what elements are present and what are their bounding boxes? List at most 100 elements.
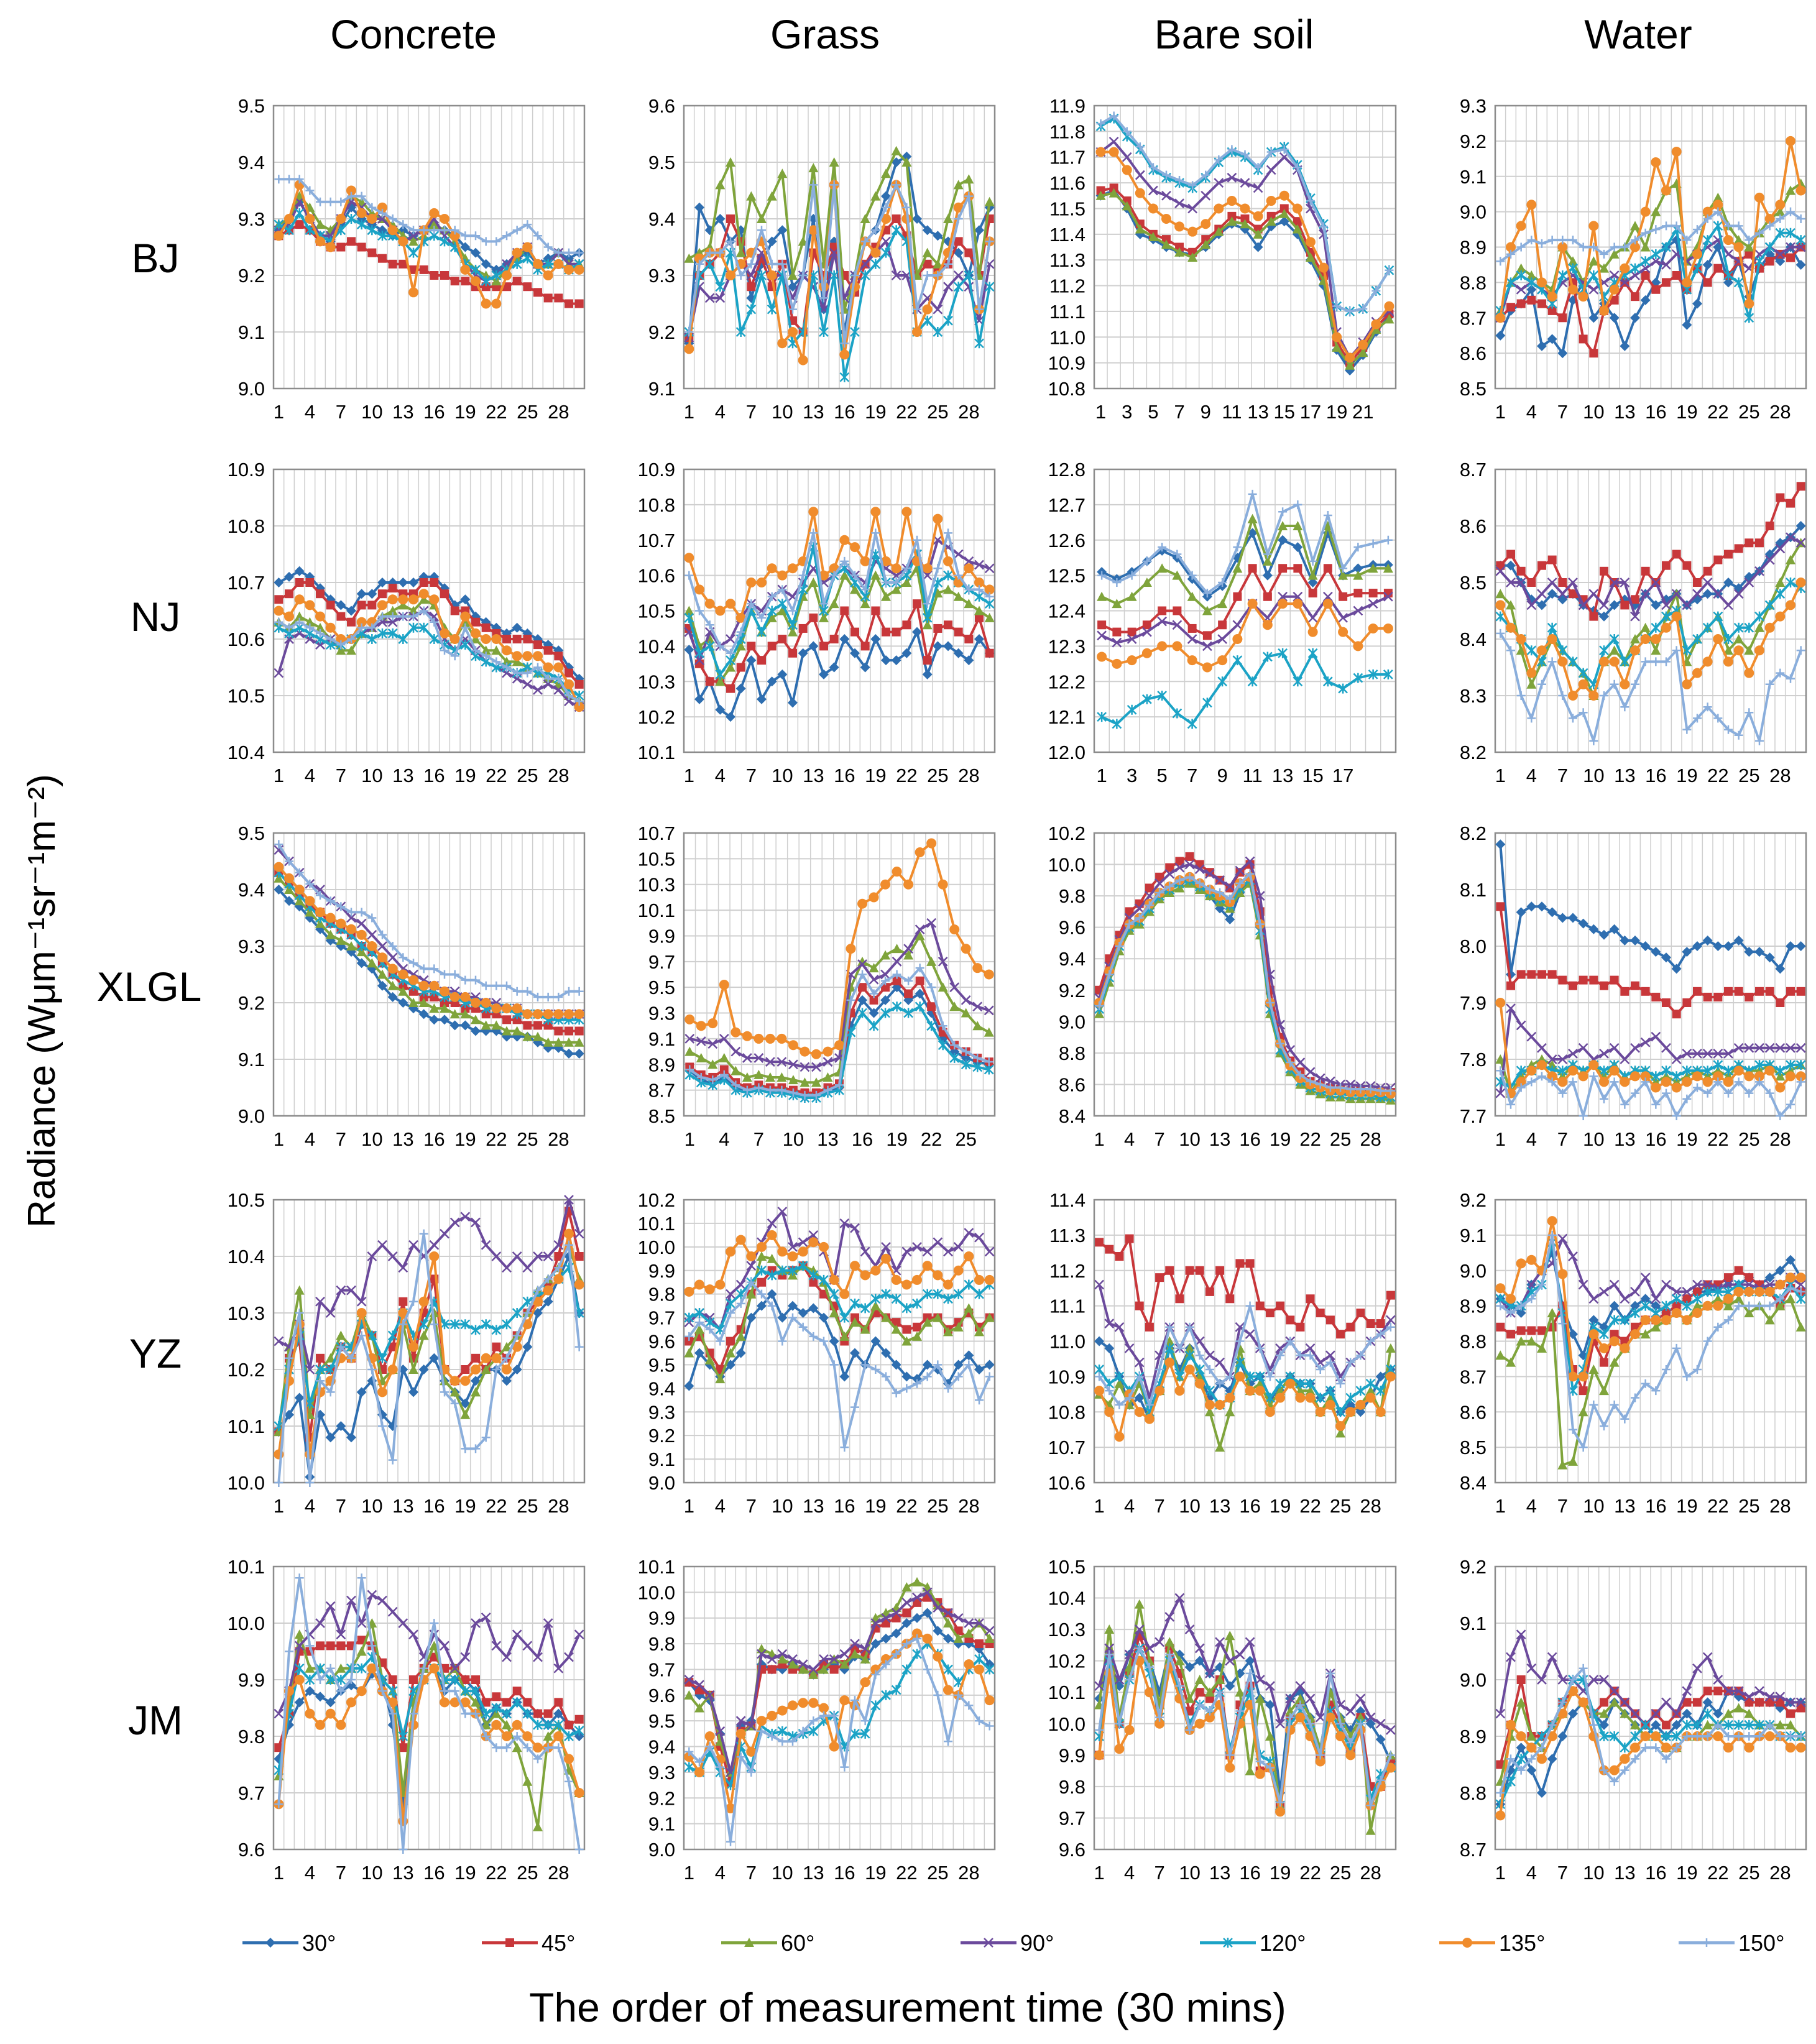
data-point xyxy=(1345,306,1355,316)
data-point xyxy=(975,1396,984,1405)
data-point xyxy=(1368,539,1378,548)
data-point xyxy=(923,259,932,269)
data-point xyxy=(533,651,543,661)
data-point xyxy=(953,1265,964,1276)
data-point xyxy=(449,1009,460,1019)
data-point xyxy=(757,1251,767,1261)
data-point xyxy=(1306,1294,1315,1304)
data-point xyxy=(1547,657,1557,666)
data-point xyxy=(912,1331,922,1341)
data-point xyxy=(1384,301,1394,311)
panel-jm-concrete: 9.69.79.89.910.010.11 4 7 10 13 16 19 22 25 28 xyxy=(228,1556,586,1884)
data-point xyxy=(1754,1071,1764,1082)
data-point xyxy=(1356,1085,1365,1094)
data-point xyxy=(1537,561,1546,570)
data-point xyxy=(1164,1357,1175,1368)
data-point xyxy=(1723,1301,1733,1310)
data-point xyxy=(1795,1279,1806,1290)
data-point xyxy=(1600,1422,1608,1430)
data-point xyxy=(975,1716,984,1726)
data-point xyxy=(777,1654,788,1664)
data-point xyxy=(915,924,925,934)
data-point xyxy=(398,578,408,587)
series-45deg xyxy=(1095,1234,1395,1339)
data-point xyxy=(440,1388,449,1397)
y-tick-label: 10.7 xyxy=(1048,1437,1085,1458)
data-point xyxy=(1661,952,1671,963)
data-point xyxy=(357,1331,366,1340)
data-point xyxy=(1157,691,1168,701)
data-point xyxy=(512,277,522,286)
data-point xyxy=(715,282,726,292)
data-point xyxy=(704,599,715,609)
data-point xyxy=(1631,1089,1639,1098)
data-point xyxy=(1122,127,1132,136)
panel-yz-bare-soil: 10.610.710.810.911.011.111.211.311.41 4 7 1… xyxy=(1048,1189,1397,1517)
data-point xyxy=(1610,679,1619,689)
data-point xyxy=(735,1728,746,1739)
x-tick-label: 10 xyxy=(361,401,382,423)
data-point xyxy=(735,1235,746,1245)
data-point xyxy=(492,237,501,246)
data-point xyxy=(481,645,491,655)
y-tick-label: 10.9 xyxy=(638,459,675,481)
x-tick-label: 13 xyxy=(803,1862,824,1884)
data-point xyxy=(984,1005,994,1016)
data-point xyxy=(1651,206,1661,216)
plot-frame xyxy=(1093,1199,1397,1484)
data-point xyxy=(1661,260,1671,270)
data-point xyxy=(912,1241,922,1252)
series-30deg xyxy=(684,627,995,722)
data-point xyxy=(1376,1330,1385,1339)
plot-frame xyxy=(1093,468,1397,753)
data-point xyxy=(829,1360,839,1370)
data-point xyxy=(430,226,439,235)
data-point xyxy=(1148,203,1158,214)
data-point xyxy=(1112,719,1122,729)
data-point xyxy=(1786,600,1795,610)
data-point xyxy=(1240,150,1250,159)
data-point xyxy=(1733,242,1744,252)
data-point xyxy=(1358,339,1368,350)
y-tick-label: 10.3 xyxy=(228,1302,265,1324)
data-point xyxy=(1786,499,1795,508)
data-point xyxy=(378,589,387,599)
data-point xyxy=(881,247,891,258)
data-point xyxy=(285,1353,293,1363)
data-point xyxy=(356,947,367,957)
data-point xyxy=(1682,998,1692,1007)
data-point xyxy=(1305,1378,1316,1389)
data-point xyxy=(1366,1319,1375,1328)
data-point xyxy=(398,600,408,610)
data-point xyxy=(533,685,543,695)
data-point xyxy=(1187,571,1197,580)
data-point xyxy=(926,838,937,849)
data-point xyxy=(1375,1386,1386,1396)
data-point xyxy=(336,1687,346,1696)
data-point xyxy=(336,242,346,252)
data-point xyxy=(295,220,304,229)
data-point xyxy=(757,656,766,665)
data-point xyxy=(704,1731,715,1741)
data-point xyxy=(294,196,305,207)
data-point xyxy=(533,663,542,672)
data-point xyxy=(1145,883,1154,893)
data-point xyxy=(1496,1301,1505,1310)
x-tick-label: 7 xyxy=(746,765,757,786)
data-point xyxy=(1194,1378,1205,1389)
data-point xyxy=(860,214,870,223)
data-point xyxy=(1609,313,1620,323)
data-point xyxy=(964,1360,974,1370)
series-line xyxy=(689,934,990,1084)
data-point xyxy=(735,641,746,651)
data-point xyxy=(1600,1094,1608,1103)
data-point xyxy=(881,556,891,566)
data-point xyxy=(1588,270,1599,280)
y-tick-label: 9.7 xyxy=(648,1307,675,1329)
data-point xyxy=(912,327,922,337)
data-point xyxy=(1173,606,1182,615)
data-point xyxy=(1599,929,1609,940)
data-point xyxy=(1164,1343,1175,1353)
data-point xyxy=(860,1324,870,1334)
data-point xyxy=(1795,1273,1806,1283)
